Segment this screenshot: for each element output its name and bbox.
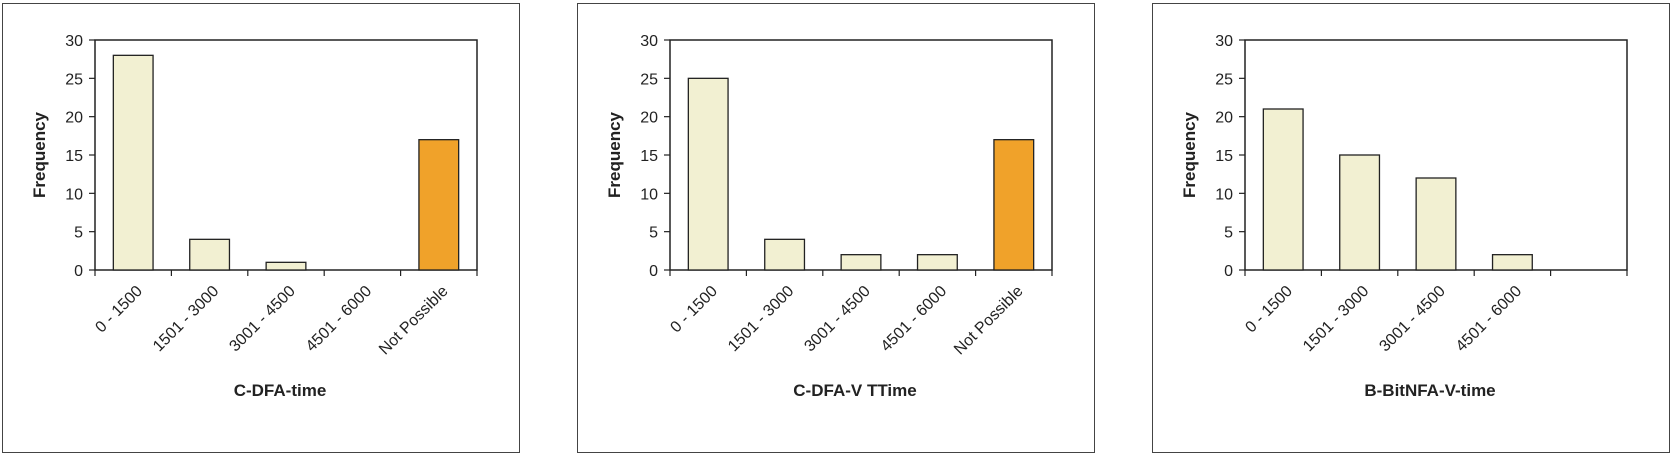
y-tick-label: 15 bbox=[640, 148, 658, 165]
x-axis-title: C-DFA-V TTime bbox=[793, 381, 916, 400]
x-axis-title: B-BitNFA-V-time bbox=[1364, 381, 1495, 400]
x-tick-label: 0 - 1500 bbox=[667, 283, 721, 337]
y-axis-title: Frequency bbox=[1180, 111, 1199, 198]
y-tick-label: 0 bbox=[649, 263, 658, 280]
bar bbox=[1491, 254, 1533, 271]
y-tick-label: 25 bbox=[640, 71, 658, 88]
x-tick-label: 0 - 1500 bbox=[92, 283, 146, 337]
x-tick-label: 3001 - 4500 bbox=[1376, 283, 1448, 355]
bar bbox=[916, 254, 958, 271]
y-tick-label: 0 bbox=[1224, 263, 1233, 280]
x-tick-label: 3001 - 4500 bbox=[801, 283, 873, 355]
y-tick-label: 25 bbox=[65, 71, 83, 88]
bar bbox=[1339, 154, 1381, 271]
x-tick-label: 3001 - 4500 bbox=[226, 283, 298, 355]
x-axis-title: C-DFA-time bbox=[234, 381, 327, 400]
bar bbox=[418, 139, 460, 271]
y-tick-label: 15 bbox=[1215, 148, 1233, 165]
y-tick-label: 10 bbox=[1215, 186, 1233, 203]
y-tick-label: 30 bbox=[640, 33, 658, 50]
x-tick-label: 4501 - 6000 bbox=[303, 283, 375, 355]
y-tick-label: 20 bbox=[640, 110, 658, 127]
y-tick-label: 0 bbox=[74, 263, 83, 280]
y-tick-label: 5 bbox=[649, 225, 658, 242]
chart-panel-1: 0 5 10 15 20 25 30 0 - 1500 1501 - 3000 3001 - 45… bbox=[2, 3, 520, 453]
y-tick-label: 10 bbox=[640, 186, 658, 203]
y-tick-label: 10 bbox=[65, 186, 83, 203]
bar bbox=[687, 77, 729, 271]
bar bbox=[1262, 108, 1304, 271]
y-tick-label: 15 bbox=[65, 148, 83, 165]
y-axis-title: Frequency bbox=[605, 111, 624, 198]
y-tick-label: 5 bbox=[1224, 225, 1233, 242]
x-tick-label: Not Possible bbox=[951, 283, 1027, 359]
chart-svg-3: 0 5 10 15 20 25 30 0 - 1500 1501 - 3000 3001 - 45… bbox=[1180, 33, 1628, 400]
y-tick-label: 20 bbox=[1215, 110, 1233, 127]
chart-panel-3: 0 5 10 15 20 25 30 0 - 1500 1501 - 3000 3001 - 45… bbox=[1152, 3, 1670, 453]
bar bbox=[112, 54, 154, 271]
chart-svg-2: 0 5 10 15 20 25 30 0 - 1500 1501 - 3000 3001 - 45… bbox=[605, 33, 1053, 400]
bar bbox=[1415, 177, 1457, 271]
bar bbox=[993, 139, 1035, 271]
x-tick-label: 1501 - 3000 bbox=[1300, 283, 1372, 355]
y-axis-title: Frequency bbox=[30, 111, 49, 198]
y-tick-label: 30 bbox=[1215, 33, 1233, 50]
bar bbox=[189, 238, 231, 271]
x-tick-label: Not Possible bbox=[376, 283, 452, 359]
x-tick-label: 4501 - 6000 bbox=[878, 283, 950, 355]
bar bbox=[840, 254, 882, 271]
x-tick-label: 4501 - 6000 bbox=[1453, 283, 1525, 355]
x-tick-label: 1501 - 3000 bbox=[725, 283, 797, 355]
x-tick-label: 0 - 1500 bbox=[1242, 283, 1296, 337]
y-tick-label: 5 bbox=[74, 225, 83, 242]
x-tick-label: 1501 - 3000 bbox=[150, 283, 222, 355]
y-tick-label: 20 bbox=[65, 110, 83, 127]
y-tick-label: 25 bbox=[1215, 71, 1233, 88]
bar bbox=[265, 261, 307, 271]
chart-svg-1: 0 5 10 15 20 25 30 0 - 1500 1501 - 3000 3001 - 45… bbox=[30, 33, 478, 400]
y-tick-label: 30 bbox=[65, 33, 83, 50]
bar bbox=[764, 238, 806, 271]
chart-panel-2: 0 5 10 15 20 25 30 0 - 1500 1501 - 3000 3001 - 45… bbox=[577, 3, 1095, 453]
